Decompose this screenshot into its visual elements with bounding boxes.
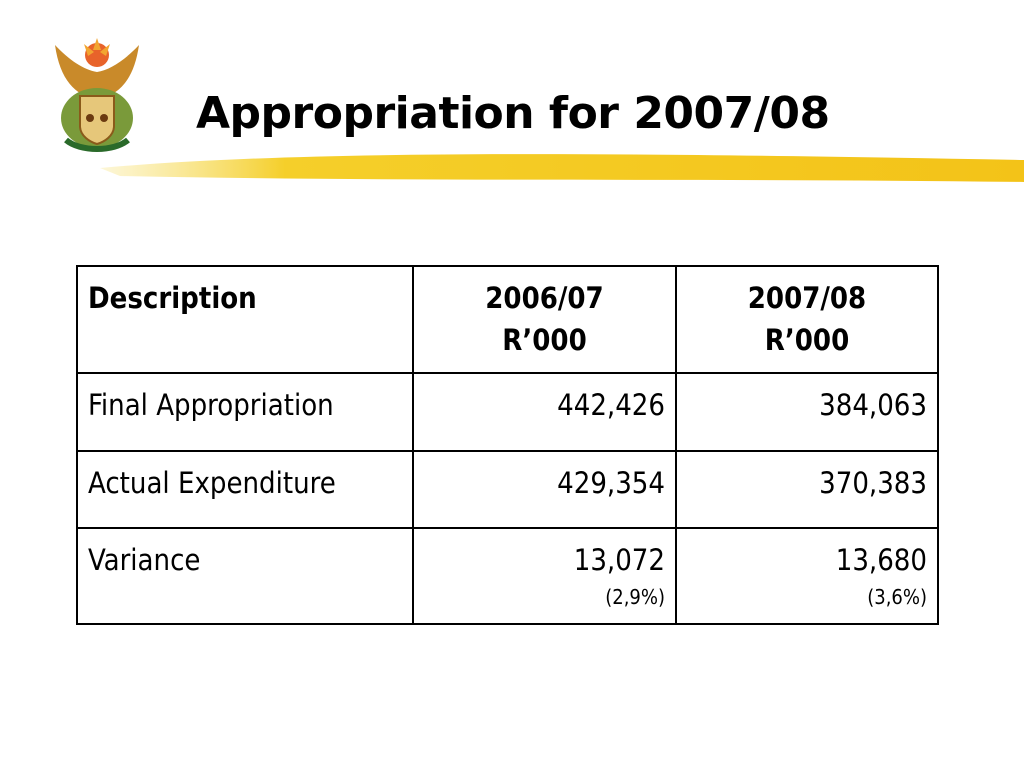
cell-subtext: R’000 [502,323,587,358]
table-cell: 442,426 [412,372,677,452]
cell-text: 442,426 [557,388,665,422]
table-cell: Variance [76,527,414,625]
cell-text: 2007/08 [747,281,867,315]
table-cell: Final Appropriation [76,372,414,452]
table-row: Variance 13,072 (2,9%) 13,680 (3,6%) [76,527,939,625]
table-cell: 384,063 [675,372,939,452]
decoration [55,38,1024,182]
cell-text: 384,063 [819,388,927,422]
cell-text: Variance [88,543,201,577]
table-row: Final Appropriation 442,426 384,063 [76,372,939,452]
cell-text: 370,383 [819,466,927,500]
header-cell: 2006/07 R’000 [412,265,677,374]
table-cell: Actual Expenditure [76,450,414,529]
slide-title: Appropriation for 2007/08 [196,88,830,139]
cell-text: 2006/07 [485,281,604,315]
cell-subtext: R’000 [764,323,850,358]
cell-text: 13,680 [835,543,927,577]
cell-text: Final Appropriation [88,388,334,422]
header-cell: Description [76,265,414,374]
cell-text: Description [88,281,257,315]
emblem [55,38,139,152]
cell-text: Actual Expenditure [88,466,336,500]
cell-text: 429,354 [557,466,665,500]
cell-subtext: (2,9%) [605,585,665,610]
brush-stroke [100,154,1024,182]
data-table: Description 2006/07 R’000 2007/08 R’000 Final… [76,265,939,625]
header-cell: 2007/08 R’000 [675,265,939,374]
cell-subtext: (3,6%) [867,585,927,610]
header-row: Description 2006/07 R’000 2007/08 R’000 [76,265,939,374]
table-cell: 13,680 (3,6%) [675,527,939,625]
table-cell: 370,383 [675,450,939,529]
table-cell: 13,072 (2,9%) [412,527,677,625]
table-row: Actual Expenditure 429,354 370,383 [76,450,939,529]
cell-text: 13,072 [573,543,665,577]
table-cell: 429,354 [412,450,677,529]
